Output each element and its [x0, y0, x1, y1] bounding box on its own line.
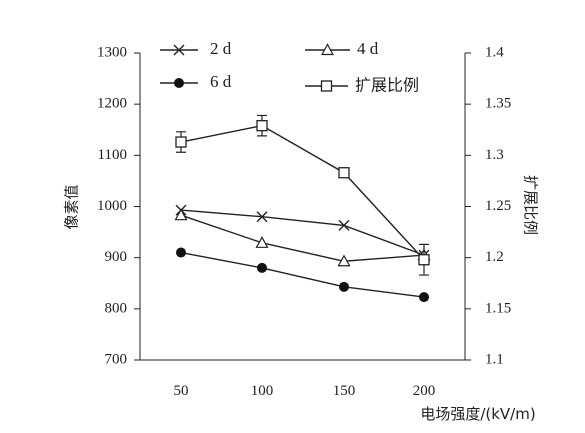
series-line	[180, 214, 425, 262]
legend-marker	[173, 44, 185, 56]
y-left-tick-label: 1000	[97, 198, 127, 214]
y-right-tick-label: 1.2	[485, 249, 504, 265]
data-point	[256, 120, 268, 132]
data-point	[339, 281, 349, 292]
y-left-tick-label: 800	[105, 300, 128, 316]
series-line	[180, 251, 425, 298]
legend-label: 6 d	[210, 72, 232, 91]
series-layer	[174, 114, 431, 303]
x-tick-label: 50	[174, 383, 189, 399]
data-point	[419, 292, 429, 303]
x-tick-label: 100	[251, 383, 274, 399]
legend-item: 2 d	[160, 39, 232, 58]
legend-marker	[320, 80, 333, 92]
series-2	[174, 208, 431, 267]
legend-marker	[174, 78, 184, 88]
legend-marker	[320, 43, 335, 56]
y-axis-right-label: 扩展比例	[522, 175, 540, 235]
y-right-tick-label: 1.1	[485, 351, 504, 367]
series-3	[176, 247, 429, 303]
y-right-tick-label: 1.3	[485, 147, 504, 163]
series-4	[175, 114, 430, 276]
x-tick-label: 200	[413, 383, 436, 399]
legend-item: 6 d	[160, 72, 232, 91]
data-point	[338, 167, 350, 179]
legend-item: 4 d	[305, 39, 379, 58]
y-axis-left-label: 像素值	[63, 184, 81, 229]
legend: 2 d 4 d 6 d 扩展比例	[160, 39, 419, 95]
y-left-tick-label: 1100	[98, 147, 127, 163]
y-right-tick-label: 1.25	[485, 198, 511, 214]
series-line	[180, 209, 425, 256]
series-line	[180, 124, 425, 261]
ticks: 700 800 900 1000 1100 1200 1300 1.1 1.15 1.2 1.25 1…	[97, 44, 511, 399]
y-right-tick-label: 1.4	[485, 44, 504, 60]
y-right-tick-label: 1.35	[485, 96, 511, 112]
y-right-tick-label: 1.15	[485, 300, 511, 316]
legend-label: 4 d	[357, 39, 379, 58]
x-axis-label: 电场强度/(kV/m)	[420, 405, 535, 423]
x-tick-label: 150	[333, 383, 356, 399]
y-left-tick-label: 1200	[97, 96, 127, 112]
legend-label: 2 d	[210, 39, 232, 58]
data-point	[338, 219, 350, 231]
legend-item: 扩展比例	[305, 76, 419, 95]
data-point	[256, 211, 268, 223]
y-left-tick-label: 1300	[97, 44, 127, 60]
y-left-tick-label: 700	[105, 351, 128, 367]
data-point	[337, 254, 351, 267]
y-left-tick-label: 900	[105, 249, 128, 265]
data-point	[418, 254, 430, 266]
data-point	[174, 208, 188, 221]
data-point	[176, 247, 186, 258]
data-point	[257, 262, 267, 273]
data-point	[255, 236, 269, 248]
legend-label: 扩展比例	[355, 76, 419, 95]
data-point	[175, 136, 187, 148]
axes	[139, 53, 466, 361]
